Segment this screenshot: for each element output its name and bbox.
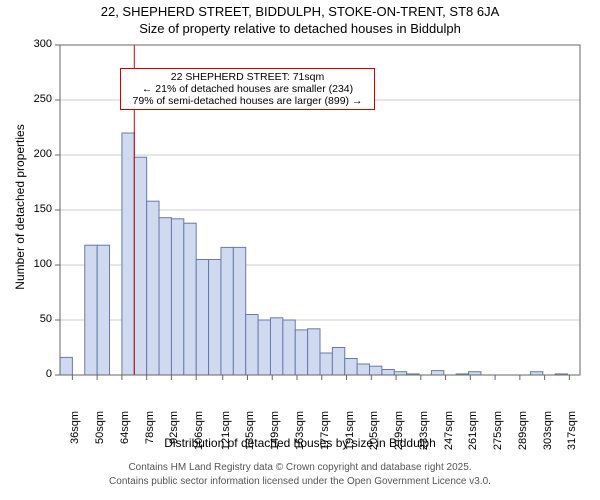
histogram-bar: [270, 318, 282, 375]
histogram-bar: [308, 329, 320, 375]
y-tick-label: 100: [0, 258, 52, 270]
annotation-box: 22 SHEPHERD STREET: 71sqm ← 21% of detac…: [120, 68, 375, 110]
histogram-bar: [283, 320, 295, 375]
histogram-bar: [295, 330, 307, 375]
x-axis-label: Distribution of detached houses by size …: [0, 436, 600, 450]
footer-line-2: Contains public sector information licen…: [0, 476, 600, 487]
annotation-line-3: 79% of semi-detached houses are larger (…: [125, 95, 370, 107]
histogram-bar: [97, 245, 109, 375]
histogram-bar: [147, 201, 159, 375]
histogram-bar: [345, 359, 357, 376]
histogram-bar: [221, 247, 233, 375]
footer-line-1: Contains HM Land Registry data © Crown c…: [0, 462, 600, 473]
histogram-bar: [60, 357, 72, 375]
annotation-line-2: ← 21% of detached houses are smaller (23…: [125, 83, 370, 95]
histogram-bar: [320, 353, 332, 375]
y-tick-label: 300: [0, 38, 52, 50]
histogram-bar: [122, 133, 134, 375]
histogram-bar: [382, 370, 394, 376]
histogram-bar: [357, 364, 369, 375]
histogram-bar: [431, 371, 443, 375]
histogram-bar: [85, 245, 97, 375]
y-tick-label: 50: [0, 313, 52, 325]
histogram-bar: [134, 157, 146, 375]
y-tick-label: 200: [0, 148, 52, 160]
y-tick-label: 0: [0, 368, 52, 380]
histogram-bar: [246, 315, 258, 376]
histogram-bar: [209, 260, 221, 376]
annotation-line-1: 22 SHEPHERD STREET: 71sqm: [125, 71, 370, 83]
histogram-bar: [233, 247, 245, 375]
histogram-bar: [171, 219, 183, 375]
histogram-bar: [370, 366, 382, 375]
y-tick-label: 150: [0, 203, 52, 215]
y-tick-label: 250: [0, 93, 52, 105]
histogram-bar: [196, 260, 208, 376]
histogram-bar: [159, 218, 171, 375]
histogram-bar: [332, 348, 344, 376]
chart-container: 22, SHEPHERD STREET, BIDDULPH, STOKE-ON-…: [0, 0, 600, 500]
histogram-bar: [258, 320, 270, 375]
histogram-bar: [184, 223, 196, 375]
